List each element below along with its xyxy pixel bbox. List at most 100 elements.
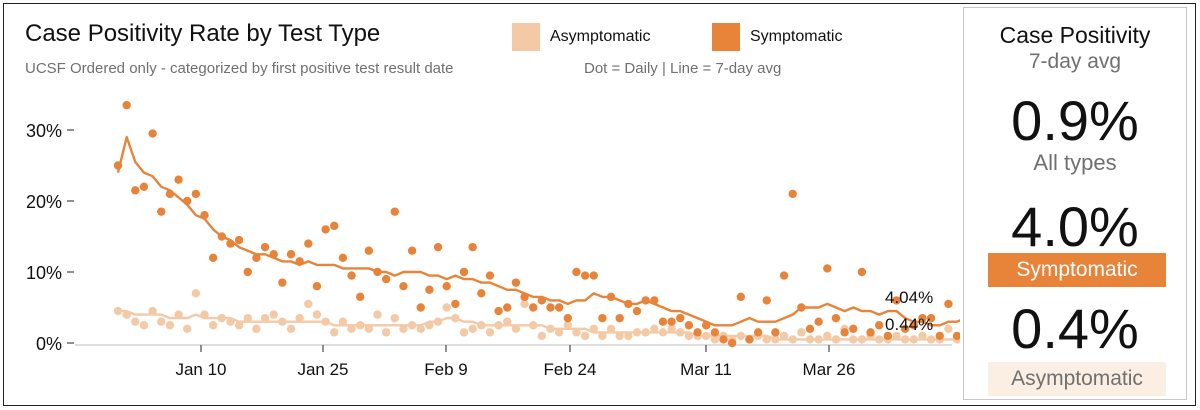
symptomatic-daily-point <box>779 271 789 280</box>
symptomatic-daily-point <box>805 324 815 333</box>
y-tick-label: 20% <box>26 192 62 212</box>
y-tick-label: 10% <box>26 263 62 283</box>
symptomatic-daily-point <box>580 271 590 280</box>
symptomatic-daily-point <box>122 100 131 110</box>
symptomatic-daily-point <box>312 282 322 291</box>
symptomatic-daily-point <box>909 321 918 330</box>
symptomatic-daily-point <box>511 278 521 287</box>
symptomatic-daily-point <box>814 317 823 326</box>
symptomatic-value: 4.0% <box>1011 195 1139 258</box>
asymptomatic-daily-point <box>823 331 832 341</box>
symptomatic-daily-point <box>546 303 555 312</box>
symptomatic-daily-point <box>693 328 702 337</box>
symptomatic-daily-point <box>278 278 287 287</box>
asymptomatic-daily-point <box>563 321 572 330</box>
asymptomatic-daily-point <box>295 313 304 323</box>
symptomatic-daily-point <box>684 321 694 330</box>
asymptomatic-daily-point <box>554 328 564 337</box>
symptomatic-daily-point <box>788 189 797 199</box>
symptomatic-daily-point <box>208 253 218 262</box>
legend-swatch-asymptomatic <box>512 23 540 51</box>
symptomatic-daily-point <box>632 306 642 316</box>
legend-item-symptomatic[interactable]: Symptomatic <box>712 22 842 52</box>
asymptomatic-daily-point <box>468 324 477 333</box>
panel-title: Case Positivity <box>999 22 1151 48</box>
symptomatic-daily-point <box>572 267 581 277</box>
symptomatic-daily-point <box>459 267 469 277</box>
symptomatic-daily-point <box>719 335 728 344</box>
symptomatic-daily-point <box>875 321 884 330</box>
symptomatic-daily-point <box>174 175 183 184</box>
symptomatic-daily-point <box>356 292 365 302</box>
symptomatic-daily-point <box>753 328 763 337</box>
symptomatic-daily-point <box>330 221 339 231</box>
asymptomatic-daily-point <box>537 331 547 341</box>
symptomatic-daily-point <box>503 303 512 312</box>
symptomatic-daily-point <box>589 271 598 280</box>
asymptomatic-daily-point <box>892 331 901 341</box>
symptomatic-avg-line <box>116 135 960 327</box>
symptomatic-daily-point <box>745 335 754 344</box>
asymptomatic-daily-point <box>650 324 659 333</box>
asymptomatic-daily-point <box>191 289 201 298</box>
symptomatic-daily-point <box>451 299 460 309</box>
chart-subtitle: UCSF Ordered only - categorized by first… <box>25 60 454 77</box>
asymptomatic-daily-point <box>269 310 278 319</box>
asymptomatic-daily-point <box>174 310 183 319</box>
symptomatic-daily-point <box>381 274 391 284</box>
asymptomatic-daily-point <box>304 299 313 309</box>
asymptomatic-avg-line <box>118 309 960 341</box>
asymptomatic-daily-point <box>347 324 356 333</box>
symptomatic-daily-point <box>442 282 451 291</box>
symptomatic-daily-point <box>952 331 960 341</box>
symptomatic-daily-point <box>347 271 356 280</box>
asymptomatic-daily-point <box>148 306 157 316</box>
symptomatic-daily-point <box>485 271 495 280</box>
asymptomatic-daily-point <box>442 303 451 312</box>
symptomatic-daily-point <box>157 207 166 216</box>
symptomatic-daily-point <box>944 299 953 309</box>
asymptomatic-daily-point <box>598 331 607 341</box>
chart-note: Dot = Daily | Line = 7-day avg <box>584 60 782 77</box>
symptomatic-daily-point <box>840 328 849 337</box>
panel-subtitle: 7-day avg <box>1028 50 1122 73</box>
asymptomatic-daily-point <box>399 324 408 333</box>
symptomatic-daily-point <box>598 313 607 323</box>
asymptomatic-value: 0.4% <box>1011 297 1139 360</box>
asymptomatic-daily-point <box>338 317 348 326</box>
asymptomatic-daily-point <box>157 317 166 326</box>
asymptomatic-label: Asymptomatic <box>988 362 1166 396</box>
x-tick-label: Feb 24 <box>544 360 597 379</box>
symptomatic-daily-point <box>148 129 157 138</box>
asymptomatic-daily-point <box>606 324 616 333</box>
symptomatic-daily-point <box>260 242 270 252</box>
asymptomatic-daily-point <box>485 328 495 337</box>
symptomatic-daily-point <box>857 267 867 277</box>
asymptomatic-daily-point <box>624 331 633 341</box>
asymptomatic-daily-point <box>183 324 192 333</box>
asymptomatic-daily-point <box>252 324 261 333</box>
asymptomatic-daily-point <box>330 328 339 337</box>
symptomatic-daily-point <box>658 317 668 326</box>
asymptomatic-daily-point <box>572 328 581 337</box>
legend-item-asymptomatic[interactable]: Asymptomatic <box>512 22 650 52</box>
symptomatic-daily-point <box>252 253 261 262</box>
asymptomatic-daily-point <box>580 331 590 341</box>
symptomatic-daily-point <box>892 296 901 305</box>
symptomatic-end-label: 4.04% <box>885 288 933 307</box>
asymptomatic-daily-point <box>286 324 296 333</box>
symptomatic-daily-point <box>771 328 780 337</box>
symptomatic-daily-point <box>883 331 893 341</box>
x-tick-label: Mar 26 <box>803 360 856 379</box>
all-types-label: All types <box>1033 150 1117 175</box>
x-tick-label: Jan 25 <box>297 360 348 379</box>
asymptomatic-daily-point <box>381 328 391 337</box>
all-types-value: 0.9% <box>1011 89 1139 152</box>
symptomatic-daily-point <box>191 189 201 199</box>
asymptomatic-daily-point <box>503 317 512 326</box>
asymptomatic-daily-point <box>373 310 382 319</box>
symptomatic-daily-point <box>676 313 685 323</box>
symptomatic-daily-point <box>234 235 244 245</box>
symptomatic-daily-point <box>131 186 140 195</box>
positivity-chart: 0% 10% 20% 30% Jan 10 Jan 25 Feb 9 Feb 24 Mar 11… <box>26 100 960 379</box>
